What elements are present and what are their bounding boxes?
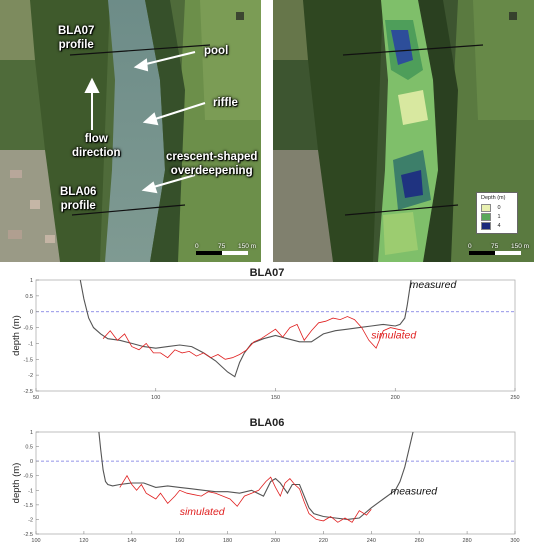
scale-150-right: 150 m: [511, 243, 530, 250]
series-line-measured: [79, 280, 412, 378]
bla07-profile-line: [69, 44, 211, 56]
scale-150-left: 150 m: [238, 243, 257, 250]
bla07-profile-label: BLA07 profile: [58, 25, 95, 51]
satellite-image-left: [0, 0, 261, 262]
scale-75-left: 75: [218, 243, 226, 250]
depth-map-right: Depth (m) 0 1 4 0 75 150 m: [273, 0, 534, 262]
series-line-measured: [98, 432, 414, 520]
y-tick-label: -2: [28, 373, 33, 379]
x-tick-label: 140: [127, 538, 136, 544]
legend-item-1: 1: [481, 213, 501, 221]
legend-label-1: 1: [497, 214, 501, 221]
bla06-profile-line: [71, 204, 186, 216]
y-tick-label: -1: [28, 488, 33, 494]
y-tick-label: -1.5: [24, 503, 33, 509]
x-tick-label: 240: [367, 538, 376, 544]
x-tick-label: 160: [175, 538, 184, 544]
y-tick-label: -2: [28, 517, 33, 523]
chart-bla07: 1 0.5 0 -0.5 -1 -1.5 -2 -2.550 100 150 200 250 depth…: [11, 278, 520, 401]
y-tick-label: 0.5: [25, 445, 33, 451]
series-line-simulated: [119, 474, 372, 523]
depth-legend: Depth (m) 0 1 4: [476, 192, 518, 234]
y-tick-label: -2.5: [24, 532, 33, 538]
x-tick-label: 200: [391, 395, 400, 401]
series-line-simulated: [102, 316, 405, 360]
x-tick-label: 50: [33, 395, 39, 401]
annotation-measured: measured: [410, 279, 458, 291]
y-axis-label: depth (m): [11, 315, 22, 356]
x-tick-label: 280: [463, 538, 472, 544]
x-tick-label: 200: [271, 538, 280, 544]
legend-item-0: 0: [481, 204, 501, 212]
legend-swatch-0: [481, 204, 491, 212]
chart-title-bla07: BLA07: [249, 267, 285, 279]
satellite-map-left: BLA07 profile pool riffle flow direction…: [0, 0, 261, 262]
legend-label-2: 4: [497, 223, 501, 230]
annotation-measured: measured: [390, 486, 438, 498]
x-tick-label: 260: [415, 538, 424, 544]
legend-label-0: 0: [497, 205, 501, 212]
flow-direction-label: flow direction: [72, 133, 121, 159]
x-tick-label: 150: [271, 395, 280, 401]
x-tick-label: 100: [151, 395, 160, 401]
crescent-label: crescent-shaped overdeepening: [166, 151, 258, 177]
chart-title-bla06: BLA06: [249, 417, 285, 429]
bla06-profile-line-right: [344, 204, 459, 216]
scale-0-left: 0: [195, 243, 199, 250]
x-tick-label: 250: [510, 395, 519, 401]
y-tick-label: -0.5: [24, 326, 33, 332]
y-tick-label: 0: [30, 459, 33, 465]
bla06-profile-label: BLA06 profile: [60, 186, 97, 212]
plot-frame: [35, 431, 516, 535]
y-tick-label: -0.5: [24, 474, 33, 480]
flow-arrow-head: [84, 77, 100, 93]
y-axis-label: depth (m): [11, 463, 22, 504]
y-tick-label: -1: [28, 341, 33, 347]
y-tick-label: 1: [30, 430, 33, 436]
satellite-image-right: [273, 0, 534, 262]
riffle-label: riffle: [213, 97, 238, 109]
y-tick-label: 0.5: [25, 294, 33, 300]
y-tick-label: -2.5: [24, 389, 33, 395]
x-tick-label: 120: [79, 538, 88, 544]
y-tick-label: 1: [30, 278, 33, 284]
annotation-simulated: simulated: [180, 506, 226, 518]
bla07-profile-line-right: [342, 44, 484, 56]
legend-item-2: 4: [481, 222, 501, 230]
legend-swatch-1: [481, 213, 491, 221]
legend-title: Depth (m): [481, 195, 506, 201]
x-tick-label: 300: [510, 538, 519, 544]
x-tick-label: 100: [31, 538, 40, 544]
x-tick-label: 220: [319, 538, 328, 544]
legend-swatch-2: [481, 222, 491, 230]
y-tick-label: -1.5: [24, 357, 33, 363]
annotation-simulated: simulated: [371, 330, 417, 342]
x-tick-label: 180: [223, 538, 232, 544]
pool-label: pool: [204, 45, 229, 57]
scale-75-right: 75: [491, 243, 499, 250]
scale-0-right: 0: [468, 243, 472, 250]
y-tick-label: 0: [30, 310, 33, 316]
